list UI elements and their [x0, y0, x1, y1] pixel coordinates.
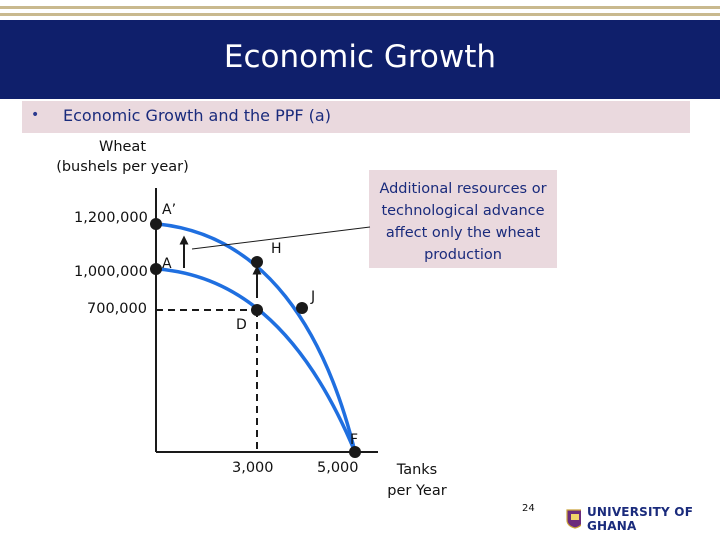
callout-pointer [191, 226, 371, 250]
x-axis-label: Tanks per Year [381, 460, 453, 502]
top-band-2 [0, 13, 720, 16]
slide-header: Economic Growth [0, 20, 720, 99]
y-axis-label-line2: (bushels per year) [56, 159, 189, 175]
y-axis-label-line1: Wheat [98, 139, 147, 155]
y-tick-1000000: 1,000,000 [74, 264, 148, 280]
bullet-bar: • Economic Growth and the PPF (a) [22, 101, 690, 133]
x-axis-label-line2: per Year [387, 483, 447, 499]
slide-title: Economic Growth [223, 38, 497, 75]
point-label-a: A [162, 256, 172, 272]
bullet-icon: • [31, 107, 40, 123]
x-axis-label-line1: Tanks [396, 462, 438, 478]
point-d [251, 304, 263, 316]
top-band [0, 6, 720, 9]
ppf-points [150, 218, 361, 458]
ppf-new-curve [157, 222, 357, 453]
y-axis-label: Wheat (bushels per year) [55, 137, 190, 177]
point-a-prime [150, 218, 162, 230]
point-a [150, 263, 162, 275]
point-label-d: D [236, 317, 247, 333]
point-label-f: F [350, 432, 359, 448]
point-h [251, 256, 263, 268]
callout-box: Additional resources or technological ad… [369, 170, 557, 268]
logo-text: UNIVERSITY OF GHANA [586, 505, 694, 533]
point-j [296, 302, 308, 314]
university-crest-icon [566, 509, 581, 529]
y-tick-1200000: 1,200,000 [74, 210, 148, 226]
y-tick-700000: 700,000 [87, 301, 147, 317]
ppf-original-curve [157, 267, 357, 453]
point-label-h: H [271, 241, 282, 257]
point-label-j: J [311, 289, 316, 305]
point-f [349, 446, 361, 458]
page-number: 24 [522, 503, 535, 514]
x-tick-5000: 5,000 [317, 460, 359, 476]
bullet-text: Economic Growth and the PPF (a) [63, 106, 331, 125]
university-logo: UNIVERSITY OF GHANA [566, 505, 720, 533]
x-tick-3000: 3,000 [232, 460, 274, 476]
point-label-a-prime: A’ [162, 202, 177, 218]
